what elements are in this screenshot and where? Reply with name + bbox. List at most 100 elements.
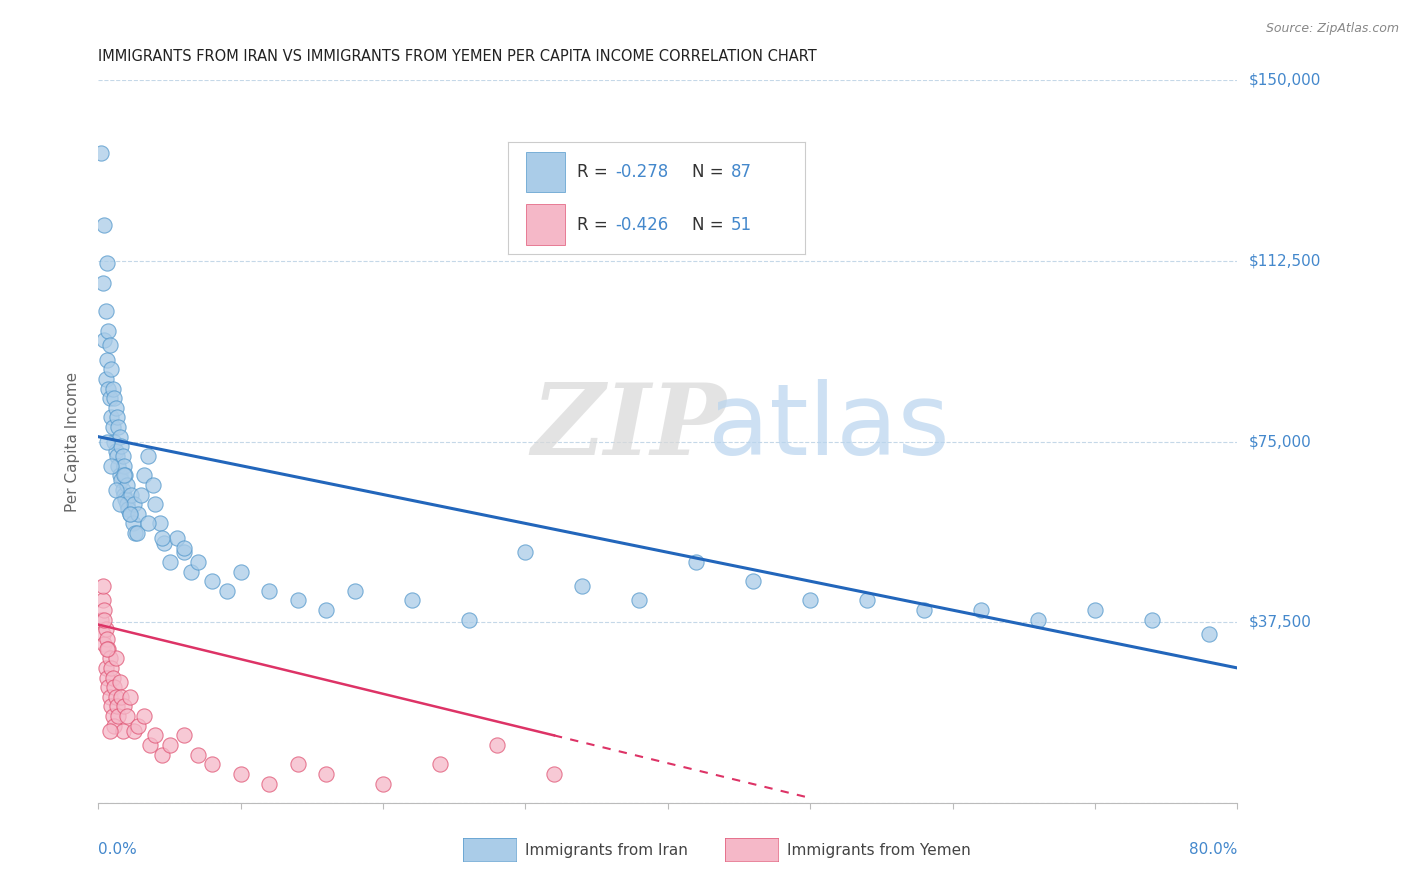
Point bbox=[110, 690, 132, 704]
Text: N =: N = bbox=[692, 216, 728, 234]
Point bbox=[315, 603, 337, 617]
Point bbox=[90, 145, 112, 160]
Point bbox=[96, 352, 118, 367]
Point bbox=[122, 497, 145, 511]
Text: R =: R = bbox=[576, 216, 613, 234]
Point bbox=[98, 391, 121, 405]
Point bbox=[97, 324, 120, 338]
Point bbox=[103, 680, 125, 694]
Text: $112,500: $112,500 bbox=[1249, 253, 1320, 268]
Point bbox=[132, 468, 155, 483]
Point bbox=[112, 468, 135, 483]
Point bbox=[132, 709, 155, 723]
Point bbox=[118, 507, 141, 521]
Point bbox=[91, 593, 114, 607]
Point bbox=[173, 545, 195, 559]
Point bbox=[101, 671, 124, 685]
Text: $75,000: $75,000 bbox=[1249, 434, 1312, 449]
Point bbox=[101, 382, 124, 396]
Point bbox=[110, 439, 132, 453]
Point bbox=[145, 728, 167, 742]
Point bbox=[136, 516, 159, 531]
Point bbox=[152, 531, 174, 545]
Point bbox=[101, 420, 124, 434]
Point bbox=[112, 699, 135, 714]
Text: $150,000: $150,000 bbox=[1249, 73, 1320, 87]
Point bbox=[104, 651, 127, 665]
Point bbox=[93, 334, 115, 348]
FancyBboxPatch shape bbox=[526, 204, 565, 244]
Point bbox=[166, 531, 188, 545]
Point bbox=[107, 709, 129, 723]
Point bbox=[118, 507, 141, 521]
Text: Immigrants from Yemen: Immigrants from Yemen bbox=[787, 843, 970, 857]
Point bbox=[100, 458, 122, 473]
Point bbox=[187, 555, 209, 569]
Point bbox=[201, 757, 224, 772]
Point bbox=[373, 776, 395, 790]
Point bbox=[457, 613, 479, 627]
Point bbox=[343, 583, 366, 598]
Point bbox=[118, 690, 141, 704]
Point bbox=[98, 651, 121, 665]
Text: Immigrants from Iran: Immigrants from Iran bbox=[524, 843, 688, 857]
Point bbox=[96, 632, 118, 646]
Point bbox=[114, 492, 136, 507]
Point bbox=[856, 593, 879, 607]
Point bbox=[91, 276, 114, 290]
Point bbox=[122, 723, 145, 738]
Point bbox=[96, 256, 118, 270]
Text: -0.278: -0.278 bbox=[614, 163, 668, 181]
Point bbox=[93, 613, 115, 627]
Point bbox=[91, 627, 114, 641]
Point bbox=[98, 338, 121, 352]
Text: N =: N = bbox=[692, 163, 728, 181]
Point bbox=[912, 603, 935, 617]
Point bbox=[125, 526, 148, 541]
Point bbox=[129, 487, 152, 501]
Point bbox=[742, 574, 765, 589]
Point bbox=[103, 391, 125, 405]
Point bbox=[970, 603, 993, 617]
Point bbox=[141, 478, 163, 492]
Text: Source: ZipAtlas.com: Source: ZipAtlas.com bbox=[1265, 22, 1399, 36]
Point bbox=[105, 449, 128, 463]
Text: atlas: atlas bbox=[707, 378, 949, 475]
Point bbox=[120, 487, 142, 501]
Text: IMMIGRANTS FROM IRAN VS IMMIGRANTS FROM YEMEN PER CAPITA INCOME CORRELATION CHAR: IMMIGRANTS FROM IRAN VS IMMIGRANTS FROM … bbox=[98, 49, 817, 64]
Point bbox=[115, 497, 138, 511]
Point bbox=[112, 487, 135, 501]
Text: -0.426: -0.426 bbox=[614, 216, 668, 234]
Point bbox=[401, 593, 423, 607]
Text: 87: 87 bbox=[731, 163, 751, 181]
Point bbox=[97, 680, 120, 694]
Point bbox=[515, 545, 537, 559]
Point bbox=[173, 728, 195, 742]
Point bbox=[105, 699, 128, 714]
Y-axis label: Per Capita Income: Per Capita Income bbox=[65, 371, 80, 512]
Point bbox=[103, 434, 125, 449]
Point bbox=[100, 362, 122, 376]
Point bbox=[287, 757, 309, 772]
Point bbox=[115, 709, 138, 723]
Point bbox=[91, 579, 114, 593]
Point bbox=[152, 747, 174, 762]
Point bbox=[628, 593, 651, 607]
Point bbox=[114, 468, 136, 483]
Point bbox=[229, 767, 252, 781]
Point bbox=[112, 458, 135, 473]
Point bbox=[111, 723, 134, 738]
Text: ZIP: ZIP bbox=[531, 379, 725, 475]
Point bbox=[145, 497, 167, 511]
Point bbox=[1140, 613, 1163, 627]
Point bbox=[124, 526, 146, 541]
Point bbox=[97, 382, 120, 396]
Point bbox=[96, 434, 118, 449]
Point bbox=[110, 473, 132, 487]
Point bbox=[229, 565, 252, 579]
Point bbox=[104, 401, 127, 415]
Point bbox=[127, 719, 149, 733]
Point bbox=[111, 483, 134, 497]
Point bbox=[96, 671, 118, 685]
Point bbox=[108, 430, 131, 444]
